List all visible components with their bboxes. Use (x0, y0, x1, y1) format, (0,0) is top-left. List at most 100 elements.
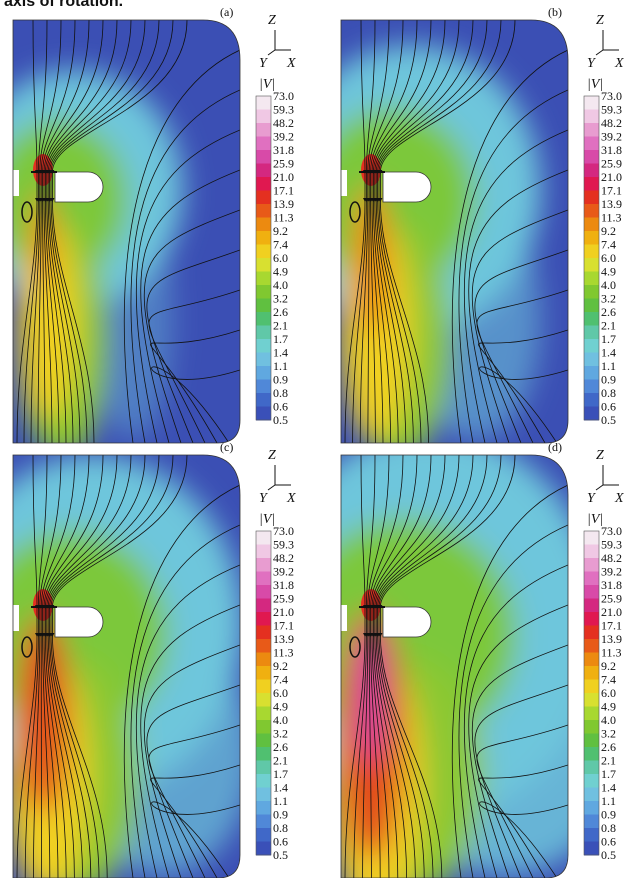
colorbar-tick-label: 31.8 (273, 578, 294, 592)
colorbar-band (584, 693, 599, 707)
colorbar-band (584, 339, 599, 353)
panel: (a)ZYX|V|73.059.348.239.231.825.921.017.… (0, 5, 296, 460)
colorbar-band (256, 761, 271, 775)
colorbar: |V|73.059.348.239.231.825.921.017.113.91… (584, 77, 622, 427)
colorbar-band (256, 545, 271, 559)
axis-y (268, 485, 275, 490)
colorbar-tick-label: 39.2 (601, 565, 622, 579)
colorbar-band (584, 626, 599, 640)
colorbar-band (584, 572, 599, 586)
colorbar-band (256, 299, 271, 313)
colorbar-band (584, 326, 599, 340)
colorbar-tick-label: 7.4 (601, 673, 616, 687)
colorbar-tick-label: 4.9 (273, 700, 288, 714)
colorbar-tick-label: 13.9 (601, 632, 622, 646)
colorbar-band (584, 828, 599, 842)
colorbar-band (256, 828, 271, 842)
colorbar-tick-label: 0.9 (273, 373, 288, 387)
colorbar-band (584, 545, 599, 559)
colorbar-tick-label: 25.9 (273, 592, 294, 606)
colorbar-band (256, 312, 271, 326)
colorbar-tick-label: 25.9 (273, 157, 294, 171)
axis-y-label: Y (587, 56, 597, 71)
colorbar-band (256, 380, 271, 394)
colorbar-band (256, 96, 271, 110)
colorbar-band (256, 612, 271, 626)
colorbar-band (256, 177, 271, 191)
colorbar-tick-label: 2.6 (273, 305, 288, 319)
colorbar-band (584, 801, 599, 815)
colorbar-tick-label: 1.7 (273, 767, 288, 781)
colorbar-band (256, 531, 271, 545)
colorbar-band (256, 653, 271, 667)
field (261, 430, 621, 878)
left-slit (13, 170, 19, 196)
colorbar-band (256, 774, 271, 788)
colorbar-tick-label: 48.2 (601, 116, 622, 130)
colorbar-tick-label: 2.6 (601, 305, 616, 319)
colorbar-tick-label: 0.6 (273, 400, 288, 414)
axis-x-label: X (286, 56, 296, 71)
field (0, 20, 240, 460)
colorbar-tick-label: 1.4 (601, 346, 616, 360)
colorbar-tick-label: 4.9 (601, 700, 616, 714)
colorbar-tick-label: 17.1 (601, 184, 622, 198)
colorbar-band (584, 734, 599, 748)
colorbar-band (256, 734, 271, 748)
colorbar-band (256, 680, 271, 694)
colorbar-tick-label: 31.8 (601, 578, 622, 592)
colorbar-tick-label: 17.1 (273, 184, 294, 198)
colorbar-band (256, 218, 271, 232)
colorbar-tick-label: 11.3 (601, 211, 622, 225)
field (281, 20, 568, 460)
colorbar-tick-label: 11.3 (601, 646, 622, 660)
colorbar-tick-label: 1.7 (273, 332, 288, 346)
figure: axis of rotation. (a)ZYX|V|73.059.348.23… (0, 0, 639, 878)
colorbar-tick-label: 1.7 (601, 767, 616, 781)
colorbar-tick-label: 1.7 (601, 332, 616, 346)
colorbar-tick-label: 3.2 (273, 727, 288, 741)
colorbar-tick-label: 4.0 (273, 278, 288, 292)
colorbar-band (584, 245, 599, 259)
colorbar-tick-label: 73.0 (273, 89, 294, 103)
colorbar-band (584, 204, 599, 218)
colorbar-band (584, 96, 599, 110)
colorbar-band (584, 585, 599, 599)
colorbar-tick-label: 25.9 (601, 157, 622, 171)
colorbar-tick-label: 3.2 (601, 727, 616, 741)
axis-z-label: Z (268, 13, 276, 28)
notch (55, 607, 103, 637)
colorbar-band (584, 761, 599, 775)
colorbar-tick-label: 4.0 (601, 278, 616, 292)
left-slit (13, 605, 19, 631)
colorbar-band (584, 137, 599, 151)
colorbar-band (584, 531, 599, 545)
colorbar-tick-label: 73.0 (601, 89, 622, 103)
colorbar: |V|73.059.348.239.231.825.921.017.113.91… (256, 77, 294, 427)
axis-x-label: X (286, 491, 296, 506)
colorbar-tick-label: 59.3 (601, 538, 622, 552)
colorbar-band (584, 680, 599, 694)
colorbar-tick-label: 1.1 (601, 359, 616, 373)
colorbar-band (256, 366, 271, 380)
colorbar-band (584, 272, 599, 286)
axis-y-label: Y (587, 491, 597, 506)
colorbar-band (256, 110, 271, 124)
colorbar-band (584, 380, 599, 394)
colorbar-band (584, 312, 599, 326)
colorbar-band (584, 747, 599, 761)
axis-y (268, 50, 275, 55)
panel-label: (b) (548, 5, 562, 19)
field (0, 455, 253, 878)
colorbar-band (584, 774, 599, 788)
colorbar: |V|73.059.348.239.231.825.921.017.113.91… (256, 512, 294, 862)
colorbar-band (256, 393, 271, 407)
axis-y (596, 485, 603, 490)
colorbar-band (584, 258, 599, 272)
colorbar-band (256, 272, 271, 286)
colorbar-tick-label: 0.6 (601, 835, 616, 849)
panel: (d)ZYX|V|73.059.348.239.231.825.921.017.… (261, 430, 624, 878)
colorbar-band (256, 191, 271, 205)
panel-label: (a) (220, 5, 233, 19)
